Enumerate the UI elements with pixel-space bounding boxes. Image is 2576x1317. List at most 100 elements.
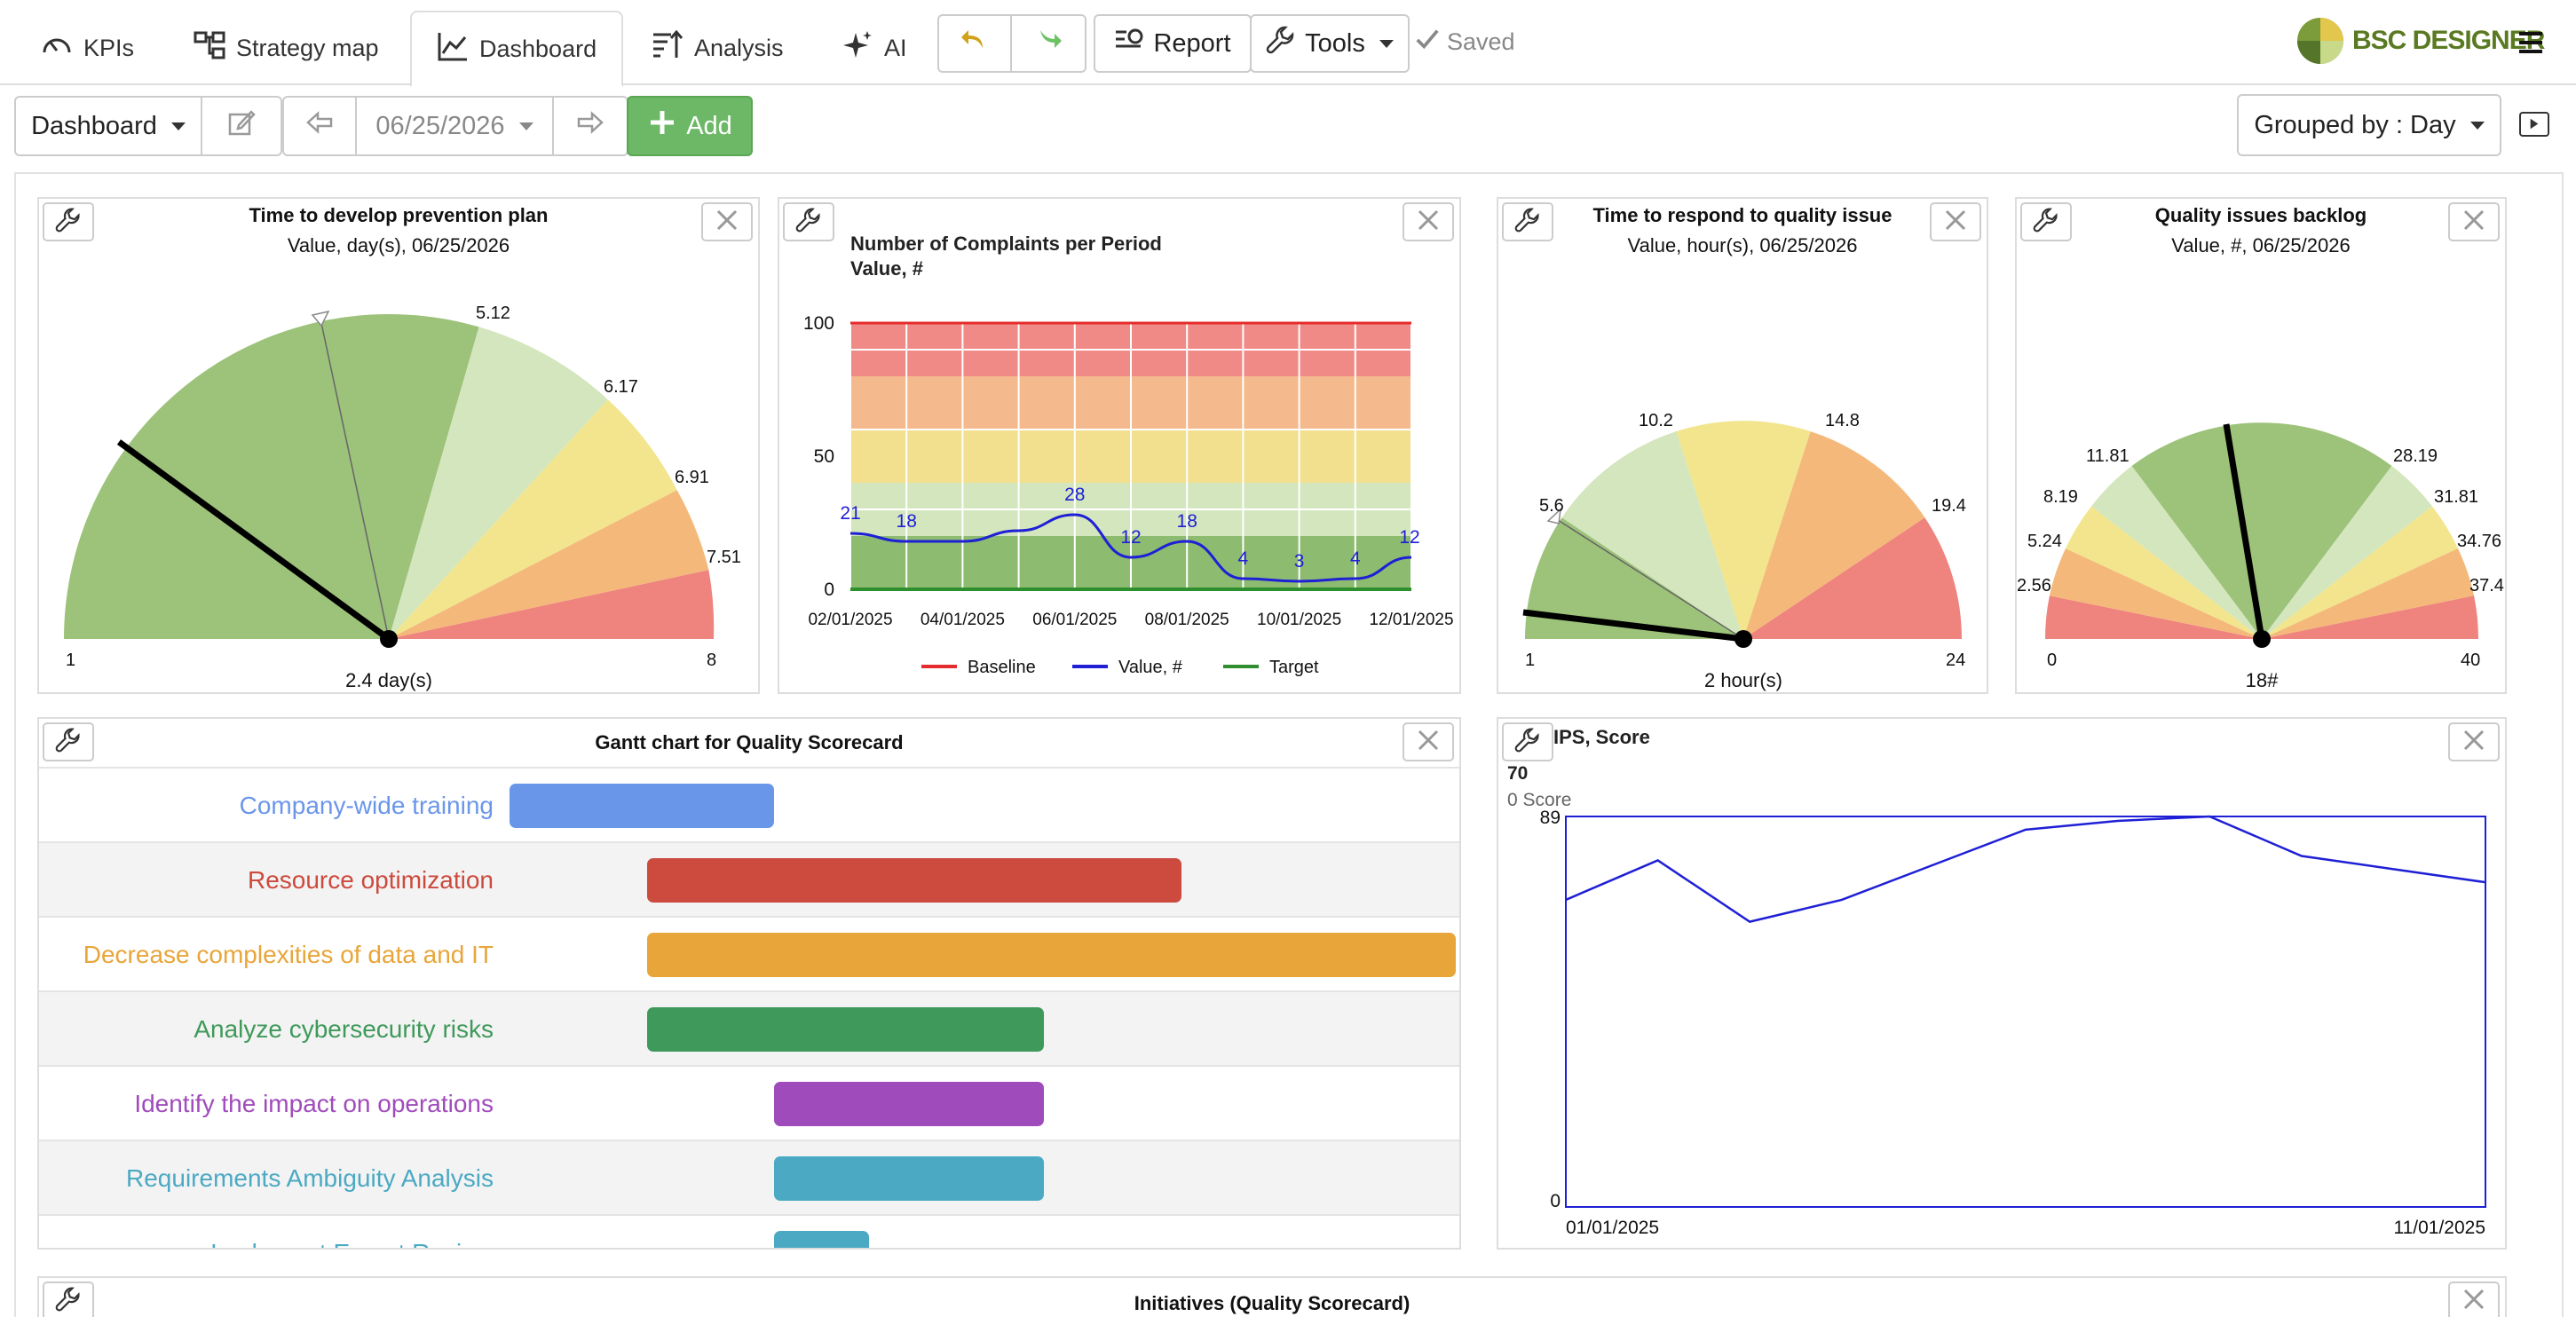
gauge-band-4 <box>389 490 709 639</box>
tab-ai[interactable]: AI <box>817 11 932 85</box>
gantt-row[interactable]: Decrease complexities of data and IT <box>39 916 1459 990</box>
gantt-bar[interactable] <box>646 933 1456 977</box>
close-icon <box>714 207 740 238</box>
widget-title: Quality issues backlog <box>2154 204 2367 226</box>
gauge-band-3 <box>1676 421 1811 639</box>
add-widget-button[interactable]: Add <box>627 96 753 156</box>
grouped-by-dropdown[interactable]: Grouped by : Day <box>2237 94 2501 156</box>
edit-dashboard-button[interactable] <box>201 96 282 156</box>
x-tick-label: 04/01/2025 <box>921 611 1005 629</box>
widget-settings-button[interactable] <box>783 202 834 241</box>
gantt-task-label[interactable]: Decrease complexities of data and IT <box>83 941 494 968</box>
gantt-task-label[interactable]: Identify the impact on operations <box>134 1090 494 1117</box>
gantt-bar[interactable] <box>774 1082 1045 1126</box>
bsc-logo-icon <box>2297 18 2343 64</box>
tab-strategy-map[interactable]: Strategy map <box>169 11 404 85</box>
gantt-row[interactable]: Resource optimization <box>39 841 1459 916</box>
y-tick-label: 0 <box>824 580 834 600</box>
gauge-band-2 <box>389 327 608 639</box>
gantt-bar[interactable] <box>774 1231 870 1248</box>
dashboard-select[interactable]: Dashboard <box>14 96 202 156</box>
gauge-value-label: 2.4 day(s) <box>345 669 432 691</box>
tab-kpis[interactable]: KPIs <box>16 11 159 85</box>
legend-label: Target <box>1269 658 1319 677</box>
gauge-max-label: 24 <box>1946 651 1965 670</box>
gantt-task-label[interactable]: Implement Expert Review <box>210 1216 494 1248</box>
gantt-row[interactable]: Requirements Ambiguity Analysis <box>39 1140 1459 1214</box>
gauge-target-line <box>320 322 390 640</box>
gantt-bar[interactable] <box>646 1007 1045 1052</box>
gauge-target-marker <box>311 310 330 327</box>
chevron-down-icon <box>170 122 186 130</box>
y-min-label: 0 <box>1550 1191 1561 1211</box>
gauge-threshold-label: 5.6 <box>1539 496 1564 516</box>
gantt-task-label[interactable]: Analyze cybersecurity risks <box>194 1015 494 1043</box>
x-tick-label: 06/01/2025 <box>1032 611 1117 629</box>
gantt-bar[interactable] <box>646 858 1181 903</box>
gauge-min-label: 1 <box>1525 651 1535 670</box>
gauge-pivot <box>380 630 398 648</box>
previous-date-button[interactable] <box>282 96 357 156</box>
tab-dashboard[interactable]: Dashboard <box>410 11 624 87</box>
score-value: 70 <box>1507 763 1529 784</box>
widget-settings-button[interactable] <box>43 202 94 241</box>
gauge-threshold-label: 6.91 <box>675 468 709 487</box>
widget-close-button[interactable] <box>2448 1282 2500 1317</box>
gantt-row[interactable]: Company-wide training <box>39 767 1459 841</box>
widget-settings-button[interactable] <box>43 722 94 761</box>
hamburger-icon[interactable] <box>2519 32 2542 53</box>
x-tick-label: 08/01/2025 <box>1145 611 1229 629</box>
score-subtitle: 0 Score <box>1507 790 1572 810</box>
gantt-row[interactable]: Identify the impact on operations <box>39 1065 1459 1140</box>
gantt-task-label[interactable]: Company-wide training <box>239 792 494 819</box>
widget-close-button[interactable] <box>1403 722 1454 761</box>
gantt-bar[interactable] <box>774 1156 1045 1201</box>
wrench-icon <box>55 207 82 238</box>
gauge-widget-issues-backlog: Quality issues backlog Value, #, 06/25/2… <box>2015 197 2507 694</box>
chevron-down-icon <box>2469 121 2485 130</box>
wrench-icon <box>2033 207 2059 238</box>
date-label: 06/25/2026 <box>375 111 505 140</box>
widget-settings-button[interactable] <box>2020 202 2072 241</box>
gauge-threshold-label: 2.56 <box>2017 576 2051 595</box>
gantt-row[interactable]: Analyze cybersecurity risks <box>39 990 1459 1065</box>
tools-dropdown[interactable]: Tools <box>1250 14 1410 73</box>
gauge-value-label: 18# <box>2246 669 2279 691</box>
gantt-row[interactable]: Implement Expert Review <box>39 1214 1459 1248</box>
gantt-task-label[interactable]: Resource optimization <box>247 866 494 894</box>
x-tick-label: 10/01/2025 <box>1257 611 1341 629</box>
edit-icon <box>226 107 257 145</box>
widget-close-button[interactable] <box>1403 202 1454 241</box>
gauge-band-2 <box>1561 431 1743 639</box>
gantt-bar[interactable] <box>510 784 775 828</box>
widget-settings-button[interactable] <box>1502 722 1553 761</box>
close-icon <box>2461 207 2487 238</box>
redo-button[interactable] <box>1012 16 1085 71</box>
widget-subtitle: Value, #, 06/25/2026 <box>2171 234 2351 256</box>
chart-subtitle: Value, # <box>850 257 923 280</box>
tab-strategy-map-label: Strategy map <box>236 34 379 61</box>
gauge-band-3 <box>389 399 677 639</box>
check-icon <box>1415 27 1440 58</box>
undo-button[interactable] <box>939 16 1013 71</box>
widget-close-button[interactable] <box>2448 202 2500 241</box>
strategy-map-icon <box>194 29 225 67</box>
slideshow-icon[interactable] <box>2519 112 2549 137</box>
gauge-threshold-label: 11.81 <box>2086 446 2130 466</box>
score-series-line <box>1565 815 2486 923</box>
wrench-icon <box>1514 207 1541 238</box>
arrow-left-icon <box>304 107 335 145</box>
next-date-button[interactable] <box>552 96 628 156</box>
widget-settings-button[interactable] <box>1502 202 1553 241</box>
widget-settings-button[interactable] <box>43 1282 94 1317</box>
widget-title: Time to respond to quality issue <box>1592 204 1892 226</box>
gantt-task-label[interactable]: Requirements Ambiguity Analysis <box>126 1164 494 1192</box>
tab-analysis[interactable]: Analysis <box>627 11 809 85</box>
widget-close-button[interactable] <box>2448 722 2500 761</box>
score-chart-widget: IPS, Score 70 0 Score 89 0 01/01/2025 11/01… <box>1497 717 2507 1250</box>
x-tick-label: 12/01/2025 <box>1369 611 1453 629</box>
report-button[interactable]: Report <box>1094 14 1252 73</box>
widget-close-button[interactable] <box>1930 202 1981 241</box>
widget-close-button[interactable] <box>701 202 753 241</box>
date-picker[interactable]: 06/25/2026 <box>355 96 554 156</box>
